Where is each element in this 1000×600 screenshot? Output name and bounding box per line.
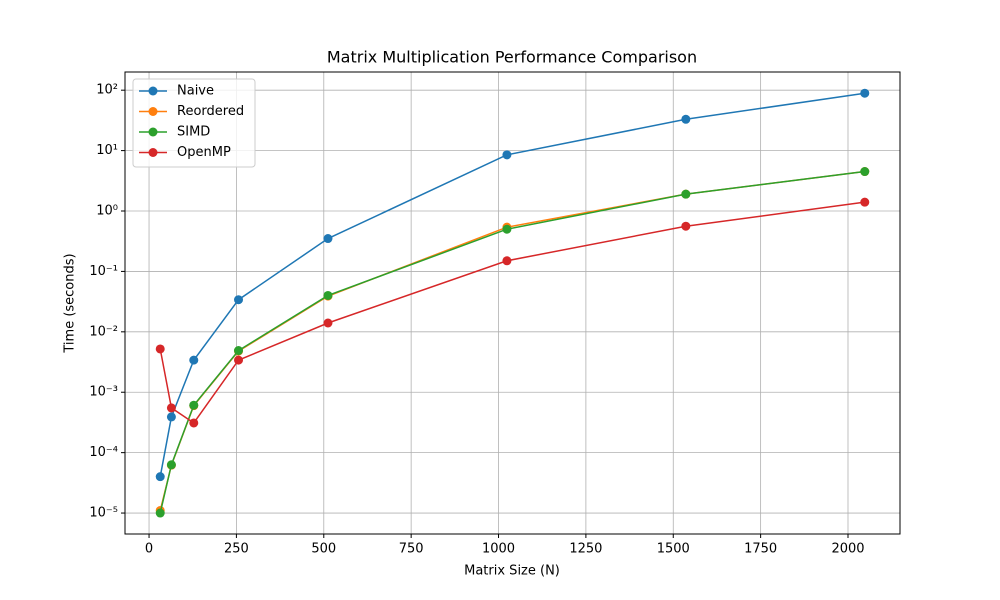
- legend-marker: [148, 148, 158, 157]
- data-point: [155, 472, 165, 482]
- legend-label: OpenMP: [177, 145, 231, 160]
- series-line: [159, 170, 865, 514]
- legend-label: Naive: [177, 84, 214, 99]
- data-point: [189, 400, 199, 410]
- legend-marker: [148, 127, 158, 137]
- data-point: [502, 224, 512, 234]
- y-tick-label: 10⁻²: [89, 324, 118, 339]
- data-point: [166, 412, 176, 422]
- x-tick-label: 1750: [744, 542, 777, 557]
- y-tick-label: 10⁻³: [89, 385, 118, 400]
- x-tick-label: 1250: [569, 542, 602, 557]
- x-axis-label: Matrix Size (N): [464, 564, 560, 579]
- legend-label: Reordered: [177, 104, 244, 119]
- data-point: [323, 234, 333, 244]
- y-tick-label: 10²: [96, 83, 118, 98]
- data-point: [323, 290, 333, 300]
- plot-frame: [124, 71, 901, 535]
- data-point: [860, 167, 870, 177]
- y-tick-label: 10⁻⁵: [89, 506, 118, 521]
- x-tick-label: 2000: [831, 542, 864, 557]
- x-tick-label: 0: [145, 542, 153, 557]
- data-point: [323, 318, 333, 328]
- data-point: [860, 197, 870, 207]
- legend-box: [132, 78, 256, 168]
- legend-marker: [148, 107, 158, 116]
- data-point: [234, 355, 244, 365]
- legend-marker: [148, 86, 158, 96]
- legend: Naive Reordered SIMD OpenMP: [132, 78, 256, 168]
- data-point: [502, 150, 512, 160]
- data-point: [502, 256, 512, 266]
- data-point: [155, 508, 165, 518]
- y-tick-label: 10⁻¹: [89, 264, 118, 279]
- data-point: [166, 460, 176, 470]
- data-point: [681, 189, 691, 199]
- legend-label: SIMD: [177, 125, 210, 140]
- data-point: [166, 403, 176, 413]
- x-tick-label: 250: [224, 542, 249, 557]
- data-point: [189, 418, 199, 428]
- x-tick-label: 500: [311, 542, 336, 557]
- data-point: [681, 221, 691, 231]
- data-point: [234, 346, 244, 356]
- y-axis-label: Time (seconds): [63, 253, 78, 353]
- y-tick-label: 10⁰: [96, 204, 118, 219]
- x-tick-label: 750: [399, 542, 424, 557]
- chart-title: Matrix Multiplication Performance Compar…: [327, 48, 697, 67]
- x-tick-label: 1500: [657, 542, 690, 557]
- data-point: [681, 114, 691, 124]
- data-point: [234, 295, 244, 305]
- data-point: [189, 355, 199, 365]
- data-point: [860, 88, 870, 98]
- y-tick-label: 10⁻⁴: [89, 445, 118, 460]
- y-tick-label: 10¹: [96, 143, 118, 158]
- x-tick-label: 1000: [482, 542, 515, 557]
- data-point: [155, 344, 165, 354]
